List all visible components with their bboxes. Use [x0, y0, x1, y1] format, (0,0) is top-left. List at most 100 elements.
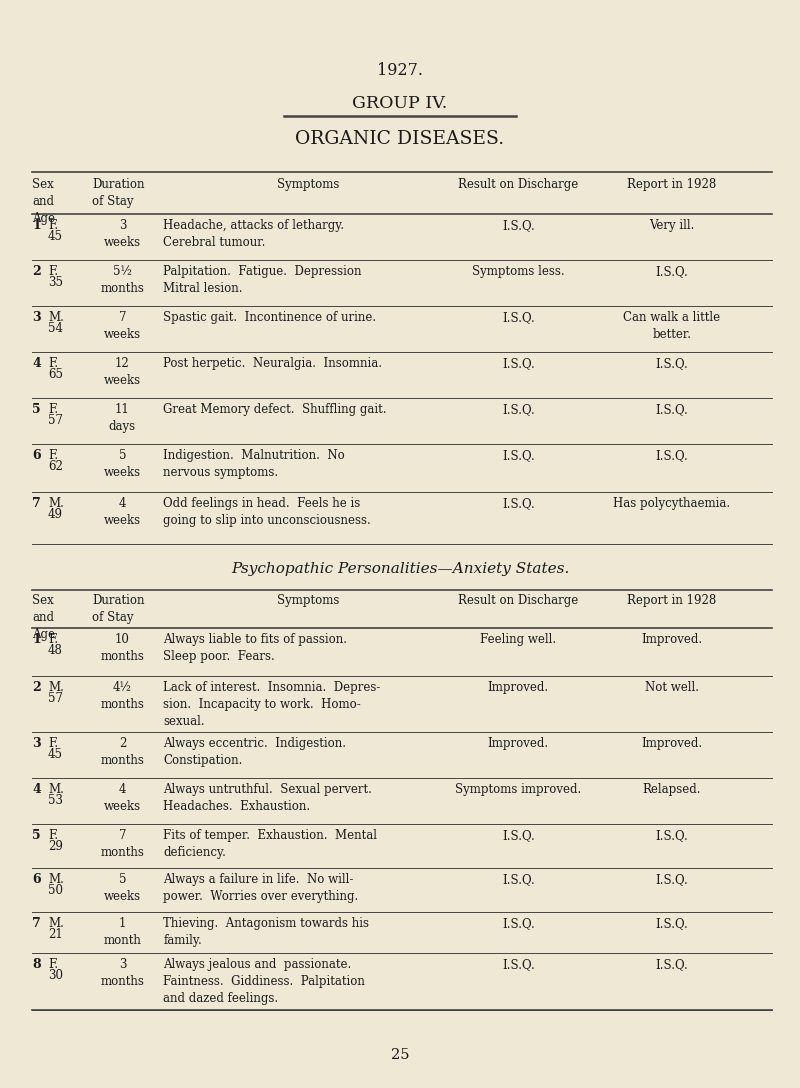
Text: 5
weeks: 5 weeks — [104, 449, 141, 479]
Text: 29: 29 — [48, 840, 63, 853]
Text: 4
weeks: 4 weeks — [104, 497, 141, 527]
Text: Always liable to fits of passion.
Sleep poor.  Fears.: Always liable to fits of passion. Sleep … — [163, 633, 347, 663]
Text: 4: 4 — [32, 357, 41, 370]
Text: I.S.Q.: I.S.Q. — [656, 403, 688, 416]
Text: 3: 3 — [32, 311, 41, 324]
Text: 7
weeks: 7 weeks — [104, 311, 141, 341]
Text: 57: 57 — [48, 692, 63, 705]
Text: 6: 6 — [32, 449, 41, 462]
Text: M.: M. — [48, 917, 64, 930]
Text: Improved.: Improved. — [488, 737, 549, 750]
Text: Symptoms: Symptoms — [277, 594, 339, 607]
Text: Great Memory defect.  Shuffling gait.: Great Memory defect. Shuffling gait. — [163, 403, 386, 416]
Text: 5½
months: 5½ months — [101, 265, 144, 295]
Text: 5: 5 — [32, 403, 41, 416]
Text: Symptoms improved.: Symptoms improved. — [455, 783, 582, 796]
Text: I.S.Q.: I.S.Q. — [502, 357, 534, 370]
Text: GROUP IV.: GROUP IV. — [352, 95, 448, 112]
Text: Always untruthful.  Sexual pervert.
Headaches.  Exhaustion.: Always untruthful. Sexual pervert. Heada… — [163, 783, 372, 813]
Text: Post herpetic.  Neuralgia.  Insomnia.: Post herpetic. Neuralgia. Insomnia. — [163, 357, 382, 370]
Text: 50: 50 — [48, 883, 63, 897]
Text: 1
month: 1 month — [103, 917, 142, 947]
Text: 12
weeks: 12 weeks — [104, 357, 141, 387]
Text: Very ill.: Very ill. — [650, 219, 694, 232]
Text: Improved.: Improved. — [642, 633, 702, 646]
Text: 45: 45 — [48, 749, 63, 761]
Text: Improved.: Improved. — [642, 737, 702, 750]
Text: M.: M. — [48, 311, 64, 324]
Text: F.: F. — [48, 265, 58, 279]
Text: Always a failure in life.  No will-
power.  Worries over everything.: Always a failure in life. No will- power… — [163, 873, 358, 903]
Text: 2: 2 — [32, 265, 41, 279]
Text: 45: 45 — [48, 230, 63, 243]
Text: 4
weeks: 4 weeks — [104, 783, 141, 813]
Text: 53: 53 — [48, 794, 63, 807]
Text: 49: 49 — [48, 508, 63, 521]
Text: 5: 5 — [32, 829, 41, 842]
Text: 2
months: 2 months — [101, 737, 144, 767]
Text: Spastic gait.  Incontinence of urine.: Spastic gait. Incontinence of urine. — [163, 311, 376, 324]
Text: I.S.Q.: I.S.Q. — [656, 917, 688, 930]
Text: I.S.Q.: I.S.Q. — [656, 829, 688, 842]
Text: 5
weeks: 5 weeks — [104, 873, 141, 903]
Text: F.: F. — [48, 449, 58, 462]
Text: Odd feelings in head.  Feels he is
going to slip into unconsciousness.: Odd feelings in head. Feels he is going … — [163, 497, 371, 527]
Text: Headache, attacks of lethargy.
Cerebral tumour.: Headache, attacks of lethargy. Cerebral … — [163, 219, 344, 249]
Text: M.: M. — [48, 783, 64, 796]
Text: I.S.Q.: I.S.Q. — [502, 959, 534, 970]
Text: Symptoms less.: Symptoms less. — [472, 265, 565, 279]
Text: F.: F. — [48, 403, 58, 416]
Text: Always jealous and  passionate.
Faintness.  Giddiness.  Palpitation
and dazed fe: Always jealous and passionate. Faintness… — [163, 959, 365, 1005]
Text: 25: 25 — [390, 1048, 410, 1062]
Text: 3
months: 3 months — [101, 959, 144, 988]
Text: Psychopathic Personalities—Anxiety States.: Psychopathic Personalities—Anxiety State… — [231, 562, 569, 576]
Text: F.: F. — [48, 357, 58, 370]
Text: Palpitation.  Fatigue.  Depression
Mitral lesion.: Palpitation. Fatigue. Depression Mitral … — [163, 265, 362, 295]
Text: 21: 21 — [48, 928, 62, 941]
Text: 30: 30 — [48, 969, 63, 982]
Text: I.S.Q.: I.S.Q. — [502, 497, 534, 510]
Text: 62: 62 — [48, 460, 63, 473]
Text: 2: 2 — [32, 681, 41, 694]
Text: Thieving.  Antagonism towards his
family.: Thieving. Antagonism towards his family. — [163, 917, 370, 947]
Text: 65: 65 — [48, 368, 63, 381]
Text: 3
weeks: 3 weeks — [104, 219, 141, 249]
Text: ORGANIC DISEASES.: ORGANIC DISEASES. — [295, 129, 505, 148]
Text: Not well.: Not well. — [645, 681, 699, 694]
Text: 1: 1 — [32, 633, 41, 646]
Text: 4½
months: 4½ months — [101, 681, 144, 710]
Text: Always eccentric.  Indigestion.
Constipation.: Always eccentric. Indigestion. Constipat… — [163, 737, 346, 767]
Text: I.S.Q.: I.S.Q. — [502, 403, 534, 416]
Text: 7: 7 — [32, 497, 41, 510]
Text: Fits of temper.  Exhaustion.  Mental
deficiency.: Fits of temper. Exhaustion. Mental defic… — [163, 829, 378, 860]
Text: Has polycythaemia.: Has polycythaemia. — [614, 497, 730, 510]
Text: F.: F. — [48, 633, 58, 646]
Text: I.S.Q.: I.S.Q. — [656, 357, 688, 370]
Text: 57: 57 — [48, 415, 63, 426]
Text: 7: 7 — [32, 917, 41, 930]
Text: Result on Discharge: Result on Discharge — [458, 594, 578, 607]
Text: 6: 6 — [32, 873, 41, 886]
Text: I.S.Q.: I.S.Q. — [502, 829, 534, 842]
Text: M.: M. — [48, 681, 64, 694]
Text: Can walk a little
better.: Can walk a little better. — [623, 311, 721, 341]
Text: Sex
and
Age: Sex and Age — [32, 178, 55, 225]
Text: 35: 35 — [48, 276, 63, 289]
Text: Feeling well.: Feeling well. — [480, 633, 557, 646]
Text: Duration
of Stay: Duration of Stay — [92, 178, 145, 208]
Text: 54: 54 — [48, 322, 63, 335]
Text: Report in 1928: Report in 1928 — [627, 594, 717, 607]
Text: 10
months: 10 months — [101, 633, 144, 663]
Text: 1: 1 — [32, 219, 41, 232]
Text: Indigestion.  Malnutrition.  No
nervous symptoms.: Indigestion. Malnutrition. No nervous sy… — [163, 449, 345, 479]
Text: M.: M. — [48, 873, 64, 886]
Text: I.S.Q.: I.S.Q. — [502, 917, 534, 930]
Text: Report in 1928: Report in 1928 — [627, 178, 717, 191]
Text: Improved.: Improved. — [488, 681, 549, 694]
Text: M.: M. — [48, 497, 64, 510]
Text: F.: F. — [48, 219, 58, 232]
Text: Relapsed.: Relapsed. — [642, 783, 702, 796]
Text: Result on Discharge: Result on Discharge — [458, 178, 578, 191]
Text: F.: F. — [48, 737, 58, 750]
Text: I.S.Q.: I.S.Q. — [656, 449, 688, 462]
